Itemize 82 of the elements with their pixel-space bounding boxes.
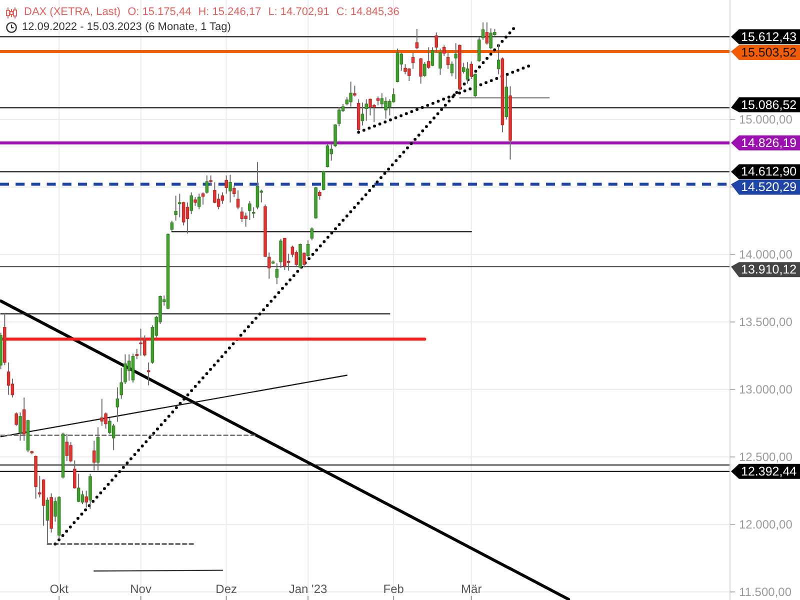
candlestick: [228, 174, 232, 203]
candlestick: [322, 170, 326, 191]
candlestick: [392, 88, 396, 104]
candlestick: [146, 362, 150, 386]
candlestick: [275, 262, 279, 285]
ref-line-label: 15.503,52: [741, 45, 797, 60]
y-tick-label: 13.500,00: [739, 314, 793, 329]
candlestick: [450, 60, 454, 77]
candlestick: [88, 473, 92, 510]
candlestick: [434, 32, 438, 54]
x-tick-label: Dez: [216, 582, 238, 596]
candlestick: [470, 60, 473, 80]
candlestick: [240, 206, 244, 223]
candlestick: [419, 58, 422, 84]
y-tick-label: 11.500,00: [739, 584, 792, 599]
annotation: C: 14.845,36: [336, 5, 400, 20]
candlestick: [46, 496, 50, 544]
annotation: H: 15.246,17: [198, 5, 262, 20]
y-tick-label: 12.000,00: [739, 517, 793, 532]
candlestick: [306, 240, 310, 258]
candlestick: [360, 102, 364, 126]
candlestick: [454, 42, 458, 80]
ref-line-label: 12.392,44: [741, 464, 797, 478]
candlestick: [139, 328, 142, 356]
candlestick: [380, 92, 384, 108]
y-tick-label: 12.500,00: [739, 450, 793, 464]
candlestick: [466, 62, 470, 84]
candlestick: [298, 243, 302, 270]
x-tick-label: Mär: [461, 582, 482, 596]
text: 12.09.2022 - 15.03.2023 (6 Monate, 1 Tag): [22, 20, 231, 35]
candlestick: [135, 348, 139, 360]
candlestick: [318, 190, 322, 200]
candlestick: [186, 202, 190, 234]
candlestick: [294, 250, 298, 266]
x-tick-label: Feb: [383, 582, 404, 596]
ref-line-label: 14.612,90: [741, 164, 797, 179]
x-tick-label: Nov: [130, 582, 152, 596]
candlestick: [80, 490, 84, 505]
ref-line-label: 14.826,19: [741, 136, 797, 150]
candlestick: [364, 98, 368, 122]
text: DAX (XETRA, Last): [24, 5, 121, 20]
candlestick: [426, 46, 430, 70]
y-tick-label: 14.000,00: [739, 247, 793, 262]
annotation: L: 14.702,91: [268, 5, 330, 20]
candlestick: [216, 193, 220, 210]
candlestick: [174, 195, 178, 222]
candlestick: [438, 48, 442, 76]
candlestick: [310, 226, 314, 241]
candlestick: [131, 353, 135, 384]
candlestick: [326, 143, 330, 168]
candlestick: [248, 200, 252, 221]
candlestick: [485, 22, 489, 46]
ref-line-label: 13.910,12: [741, 262, 797, 277]
candlestick: [252, 206, 256, 218]
annotation: O: 15.175,44: [128, 5, 192, 20]
ref-line-label: 14.520,29: [741, 180, 797, 194]
candlestick: [76, 473, 80, 503]
candlestick: [236, 190, 240, 210]
ref-line-label: 15.086,52: [741, 98, 797, 112]
candlestick: [353, 85, 356, 98]
candlestick: [496, 43, 500, 75]
y-tick-label: 13.000,00: [739, 382, 793, 396]
candlestick: [116, 386, 120, 422]
x-tick-label: Jan '23: [288, 582, 328, 596]
ref-line-label: 15.612,43: [741, 30, 797, 44]
candlestick: [415, 28, 419, 50]
candlestick: [349, 81, 352, 108]
candlestick: [384, 96, 388, 120]
candlestick: [220, 192, 224, 204]
candlestick: [430, 46, 434, 67]
x-tick-label: Okt: [50, 582, 70, 596]
candlestick: [279, 238, 282, 268]
candlestick: [92, 440, 96, 471]
candlestick: [198, 193, 201, 210]
candlestick: [178, 193, 182, 218]
candlestick: [128, 354, 131, 382]
candlestick: [170, 220, 174, 232]
candlestick: [256, 161, 260, 210]
candlestick: [205, 174, 209, 194]
y-tick-label: 15.000,00: [739, 112, 793, 126]
candlestick: [100, 398, 104, 426]
candlestick: [182, 201, 186, 226]
